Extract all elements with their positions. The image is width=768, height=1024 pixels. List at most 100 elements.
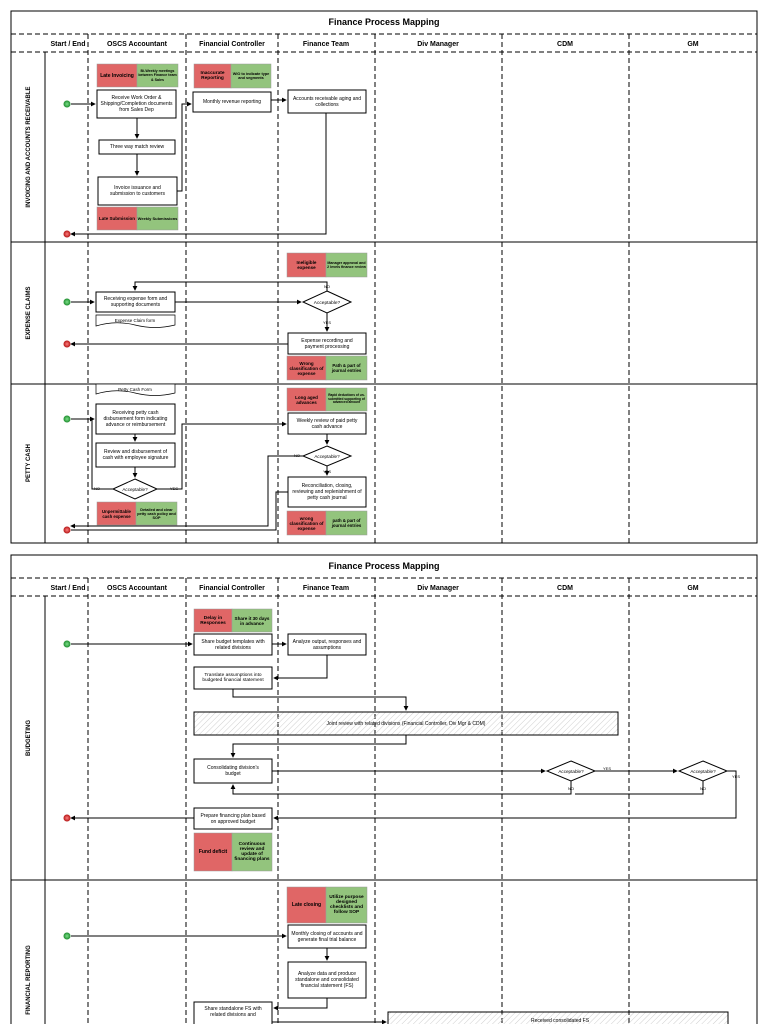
- received-consolidated-label: Received consolidated FS: [531, 1018, 590, 1024]
- process-label: Consolidating division's budget: [207, 765, 259, 777]
- control-box: [325, 252, 368, 278]
- yes-label: YES: [170, 486, 178, 491]
- control-box: [230, 63, 272, 89]
- column-header-oscs-accountant: OSCS Accountant: [107, 585, 168, 592]
- control-box: [231, 832, 273, 872]
- no-label: NO: [94, 486, 100, 491]
- start-node: [63, 640, 71, 648]
- lane-label-financial-reporting: FINANCIAL REPORTING: [26, 945, 32, 1015]
- risk-label: Wrong classification of expense: [289, 360, 324, 376]
- page-2-column-headers: Start / End OSCS Accountant Financial Co…: [50, 585, 698, 592]
- lane-label-budgeting: BUDGETING: [26, 720, 32, 756]
- document-label: Expense Claim form: [115, 318, 156, 323]
- control-label: Manager approval and 2 levels finance re…: [327, 260, 366, 269]
- process-label: Weekly review of paid petty cash advance: [296, 417, 358, 430]
- decision-label: Acceptable?: [314, 454, 340, 459]
- page-1-frame: [10, 10, 758, 544]
- document-label: Petty Cash Form: [118, 387, 152, 392]
- no-label: NO: [700, 786, 706, 791]
- control-label: Weekly Submissions: [137, 216, 178, 221]
- process-label: Accounts receivable aging and collection…: [292, 95, 362, 108]
- start-node: [63, 100, 71, 108]
- process-label: Expense recording and payment processing: [301, 337, 353, 350]
- lane-label-invoicing: INVOICING AND ACCOUNTS RECEIVABLE: [26, 86, 32, 207]
- start-node: [63, 932, 71, 940]
- decision-label: Acceptable?: [314, 300, 341, 306]
- process-label: Review and disbursement of cash with emp…: [102, 449, 169, 461]
- no-label: NO: [294, 453, 300, 458]
- financial-reporting-lane: Late closing Utilize purpose designed ch…: [63, 886, 729, 1024]
- process-box: [193, 1001, 273, 1024]
- expense-claims-lane: Ineligible expense Manager approval and …: [63, 252, 368, 381]
- page-1-column-headers: Start / End OSCS Accountant Financial Co…: [50, 41, 698, 48]
- received-consolidated-box: [387, 1011, 729, 1024]
- process-box: [192, 91, 272, 113]
- risk-box: [193, 832, 233, 872]
- budgeting-lane: Delay in Responses Share it 30 days in a…: [63, 608, 740, 872]
- process-box: [95, 403, 176, 435]
- column-header-div-manager: Div Manager: [417, 585, 459, 592]
- risk-box: [286, 355, 327, 381]
- control-label: Detailed and clear petty cash policy and…: [137, 507, 176, 520]
- risk-label: Ineligible expense: [296, 260, 317, 270]
- control-label: Rapid deductions of un-submitted support…: [328, 393, 365, 405]
- process-label: Receiving petty cash disbursement form i…: [103, 410, 168, 428]
- column-header-finance-team: Finance Team: [303, 41, 349, 48]
- column-header-gm: GM: [687, 41, 698, 48]
- risk-box: [286, 886, 327, 924]
- document-shape: [95, 314, 176, 328]
- decision-label: Acceptable?: [690, 769, 716, 774]
- process-label: Monthly revenue reporting: [202, 99, 262, 105]
- risk-label: Delay in Responses: [200, 615, 226, 626]
- process-label: Reconciliation, closing, reviewing and r…: [292, 483, 362, 501]
- risk-label: Unpermittable cash expense: [102, 508, 131, 519]
- control-label: Share it 30 days in advance: [234, 615, 270, 626]
- control-box: [136, 206, 179, 231]
- column-header-financial-controller: Financial Controller: [199, 41, 265, 48]
- petty-cash-lane: Petty Cash Form Receiving petty cash dis…: [63, 383, 368, 536]
- control-label: Utilize purpose designed checklists and …: [329, 895, 364, 915]
- control-label: Path & part of journal entries: [331, 363, 362, 373]
- risk-label: Late closing: [291, 902, 322, 908]
- control-label: WIO to indicate type and segments: [232, 72, 270, 80]
- process-label: Analyze output, responses and assumption…: [292, 638, 362, 651]
- process-box: [95, 442, 176, 468]
- control-label: path & part of journal entries: [331, 518, 362, 528]
- start-node: [63, 298, 71, 306]
- process-label: Translate assumptions into budgeted fina…: [202, 673, 264, 683]
- process-label: Monthly closing of accounts and generate…: [291, 930, 363, 943]
- process-label: Share standalone FS with related divisio…: [204, 1006, 262, 1018]
- process-box: [287, 961, 367, 999]
- page-2-frame: [10, 554, 758, 1024]
- risk-box: [193, 63, 232, 89]
- process-box: [97, 176, 178, 206]
- control-box: [135, 501, 178, 526]
- column-header-gm: GM: [687, 585, 698, 592]
- control-box: [325, 510, 368, 536]
- yes-label: YES: [323, 469, 331, 474]
- risk-label: Late Submission: [98, 216, 135, 221]
- column-header-start-end: Start / End: [50, 585, 85, 592]
- risk-box: [286, 510, 327, 536]
- control-box: [325, 355, 368, 381]
- yes-label: YES: [732, 774, 740, 779]
- yes-label: YES: [603, 766, 611, 771]
- page-1-title: Finance Process Mapping: [328, 17, 439, 27]
- column-header-cdm: CDM: [557, 585, 573, 592]
- column-header-start-end: Start / End: [50, 41, 85, 48]
- process-label: Receiving expense form and supporting do…: [103, 296, 168, 308]
- end-node: [63, 340, 71, 348]
- control-box: [231, 608, 273, 633]
- control-label: Continuous review and update of financin…: [234, 842, 270, 862]
- risk-box: [286, 252, 327, 278]
- process-box: [287, 89, 367, 114]
- column-header-cdm: CDM: [557, 41, 573, 48]
- column-header-div-manager: Div Manager: [417, 41, 459, 48]
- decision-diamond: [111, 478, 159, 500]
- control-box: [325, 387, 368, 412]
- process-box: [287, 476, 367, 508]
- decision-label: Acceptable?: [558, 769, 584, 774]
- control-box: [325, 886, 368, 924]
- process-label: Receive Work Order & Shipping/Completion…: [100, 95, 173, 113]
- no-label: NO: [324, 284, 330, 289]
